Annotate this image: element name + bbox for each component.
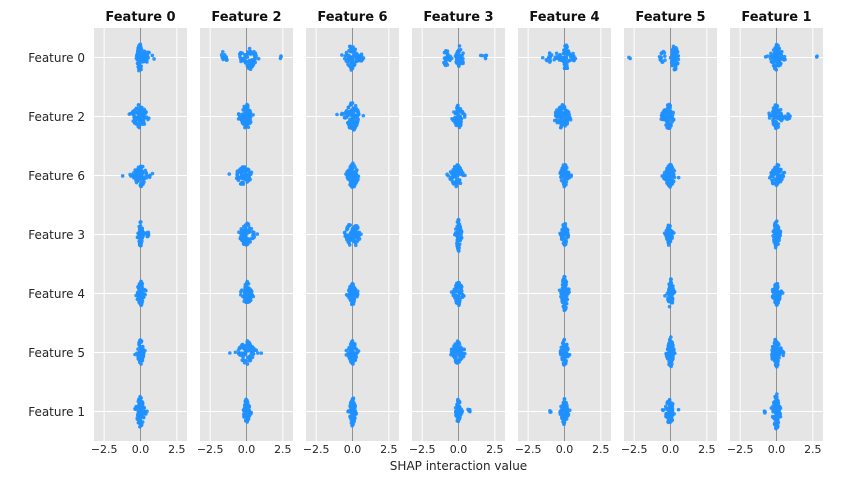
- x-tick-labels: −2.5 0.0 2.5: [302, 443, 399, 458]
- row-label: Feature 1: [28, 404, 85, 419]
- x-tick-labels: −2.5 0.0 2.5: [196, 443, 293, 458]
- column-titles-row: Feature 0 Feature 2 Feature 6 Feature 3 …: [8, 6, 833, 28]
- x-tick-label: −2.5: [90, 443, 118, 456]
- beeswarm-canvas: [730, 28, 823, 441]
- row-labels-column: Feature 0 Feature 2 Feature 6 Feature 3 …: [8, 28, 94, 441]
- x-tick-label: −2.5: [514, 443, 542, 456]
- column-title: Feature 2: [211, 9, 282, 25]
- x-axis-label: SHAP interaction value: [389, 459, 528, 473]
- x-tick-label: 2.5: [804, 443, 822, 456]
- subplot-column: −2.5 0.0 2.5: [620, 28, 717, 458]
- x-tick-label: −2.5: [726, 443, 754, 456]
- subplot-column: −2.5 0.0 2.5: [726, 28, 823, 458]
- x-tick-label: 0.0: [131, 443, 150, 456]
- beeswarm-canvas: [518, 28, 611, 441]
- plot-grid: Feature 0 Feature 2 Feature 6 Feature 3 …: [8, 28, 833, 458]
- x-tick-label: 0.0: [449, 443, 468, 456]
- x-tick-label: 0.0: [661, 443, 680, 456]
- x-tick-label: 2.5: [592, 443, 610, 456]
- x-tick-labels: −2.5 0.0 2.5: [408, 443, 505, 458]
- row-label: Feature 3: [28, 227, 85, 242]
- subplot-column: −2.5 0.0 2.5: [302, 28, 399, 458]
- beeswarm-canvas: [624, 28, 717, 441]
- row-label: Feature 4: [28, 286, 85, 301]
- x-tick-label: 2.5: [274, 443, 292, 456]
- x-tick-labels: −2.5 0.0 2.5: [726, 443, 823, 458]
- subplot-column: −2.5 0.0 2.5: [514, 28, 611, 458]
- x-tick-label: −2.5: [408, 443, 436, 456]
- column-title: Feature 1: [741, 9, 812, 25]
- column-title: Feature 3: [423, 9, 494, 25]
- subplot-column: −2.5 0.0 2.5: [196, 28, 293, 458]
- column-title: Feature 4: [529, 9, 600, 25]
- x-tick-label: 0.0: [555, 443, 574, 456]
- column-title: Feature 0: [105, 9, 176, 25]
- subplot-column: −2.5 0.0 2.5: [408, 28, 505, 458]
- x-tick-labels: −2.5 0.0 2.5: [620, 443, 717, 458]
- x-tick-label: 2.5: [168, 443, 186, 456]
- x-tick-label: 0.0: [343, 443, 362, 456]
- beeswarm-canvas: [200, 28, 293, 441]
- beeswarm-canvas: [412, 28, 505, 441]
- x-tick-label: 2.5: [380, 443, 398, 456]
- x-tick-label: 2.5: [486, 443, 504, 456]
- row-label: Feature 0: [28, 50, 85, 65]
- x-tick-label: 0.0: [767, 443, 786, 456]
- column-title: Feature 5: [635, 9, 706, 25]
- x-tick-label: −2.5: [620, 443, 648, 456]
- x-tick-label: 2.5: [698, 443, 716, 456]
- beeswarm-canvas: [306, 28, 399, 441]
- subplot-column: −2.5 0.0 2.5: [90, 28, 187, 458]
- x-tick-label: −2.5: [196, 443, 224, 456]
- subplot-columns: −2.5 0.0 2.5 −2.5 0.0 2.5 −2.5 0.0 2: [90, 28, 823, 458]
- beeswarm-canvas: [94, 28, 187, 441]
- row-label: Feature 5: [28, 345, 85, 360]
- column-title: Feature 6: [317, 9, 388, 25]
- x-tick-label: −2.5: [302, 443, 330, 456]
- row-label: Feature 2: [28, 109, 85, 124]
- x-tick-labels: −2.5 0.0 2.5: [90, 443, 187, 458]
- row-label: Feature 6: [28, 168, 85, 183]
- x-tick-labels: −2.5 0.0 2.5: [514, 443, 611, 458]
- x-tick-label: 0.0: [237, 443, 256, 456]
